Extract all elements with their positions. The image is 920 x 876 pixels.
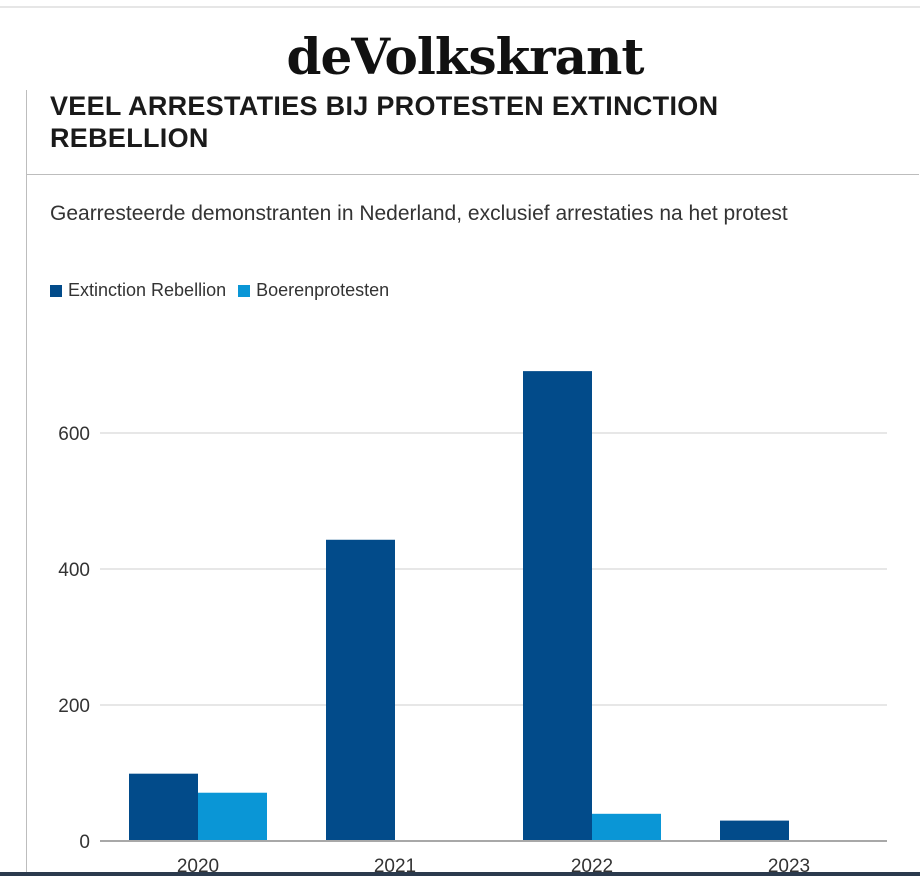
legend-item-extinction-rebellion: Extinction Rebellion — [50, 280, 226, 301]
x-tick-label: 2020 — [177, 856, 219, 876]
bar-boerenprotesten-2020 — [198, 792, 267, 841]
masthead: deVolkskrant — [0, 8, 920, 90]
legend-item-boerenprotesten: Boerenprotesten — [238, 280, 389, 301]
legend-swatch-extinction-rebellion — [50, 284, 62, 297]
bar-extinction-rebellion-2023 — [720, 820, 789, 841]
y-tick-label: 200 — [58, 696, 90, 717]
x-tick-label: 2022 — [571, 856, 613, 876]
volkskrant-logo[interactable]: deVolkskrant — [286, 27, 645, 86]
chart-title: VEEL ARRESTATIES BIJ PROTESTEN EXTINCTIO… — [50, 91, 719, 153]
bottom-bar — [0, 872, 920, 876]
chart-subtitle: Gearresteerde demonstranten in Nederland… — [50, 202, 788, 225]
chart-frame — [26, 90, 920, 876]
bar-boerenprotesten-2022 — [592, 813, 661, 841]
y-tick-label: 0 — [79, 832, 90, 853]
x-tick-label: 2021 — [374, 856, 416, 876]
bar-extinction-rebellion-2021 — [326, 539, 395, 841]
y-tick-label: 400 — [58, 560, 90, 581]
chart-legend: Extinction Rebellion Boerenprotesten — [50, 280, 401, 301]
x-tick-label: 2023 — [768, 856, 810, 876]
bar-extinction-rebellion-2020 — [129, 773, 198, 841]
bar-extinction-rebellion-2022 — [523, 371, 592, 841]
top-divider — [0, 6, 920, 8]
y-tick-label: 600 — [58, 424, 90, 445]
legend-label: Extinction Rebellion — [68, 280, 227, 300]
title-divider — [27, 174, 919, 175]
legend-swatch-boerenprotesten — [238, 284, 251, 297]
legend-label: Boerenprotesten — [256, 280, 390, 300]
